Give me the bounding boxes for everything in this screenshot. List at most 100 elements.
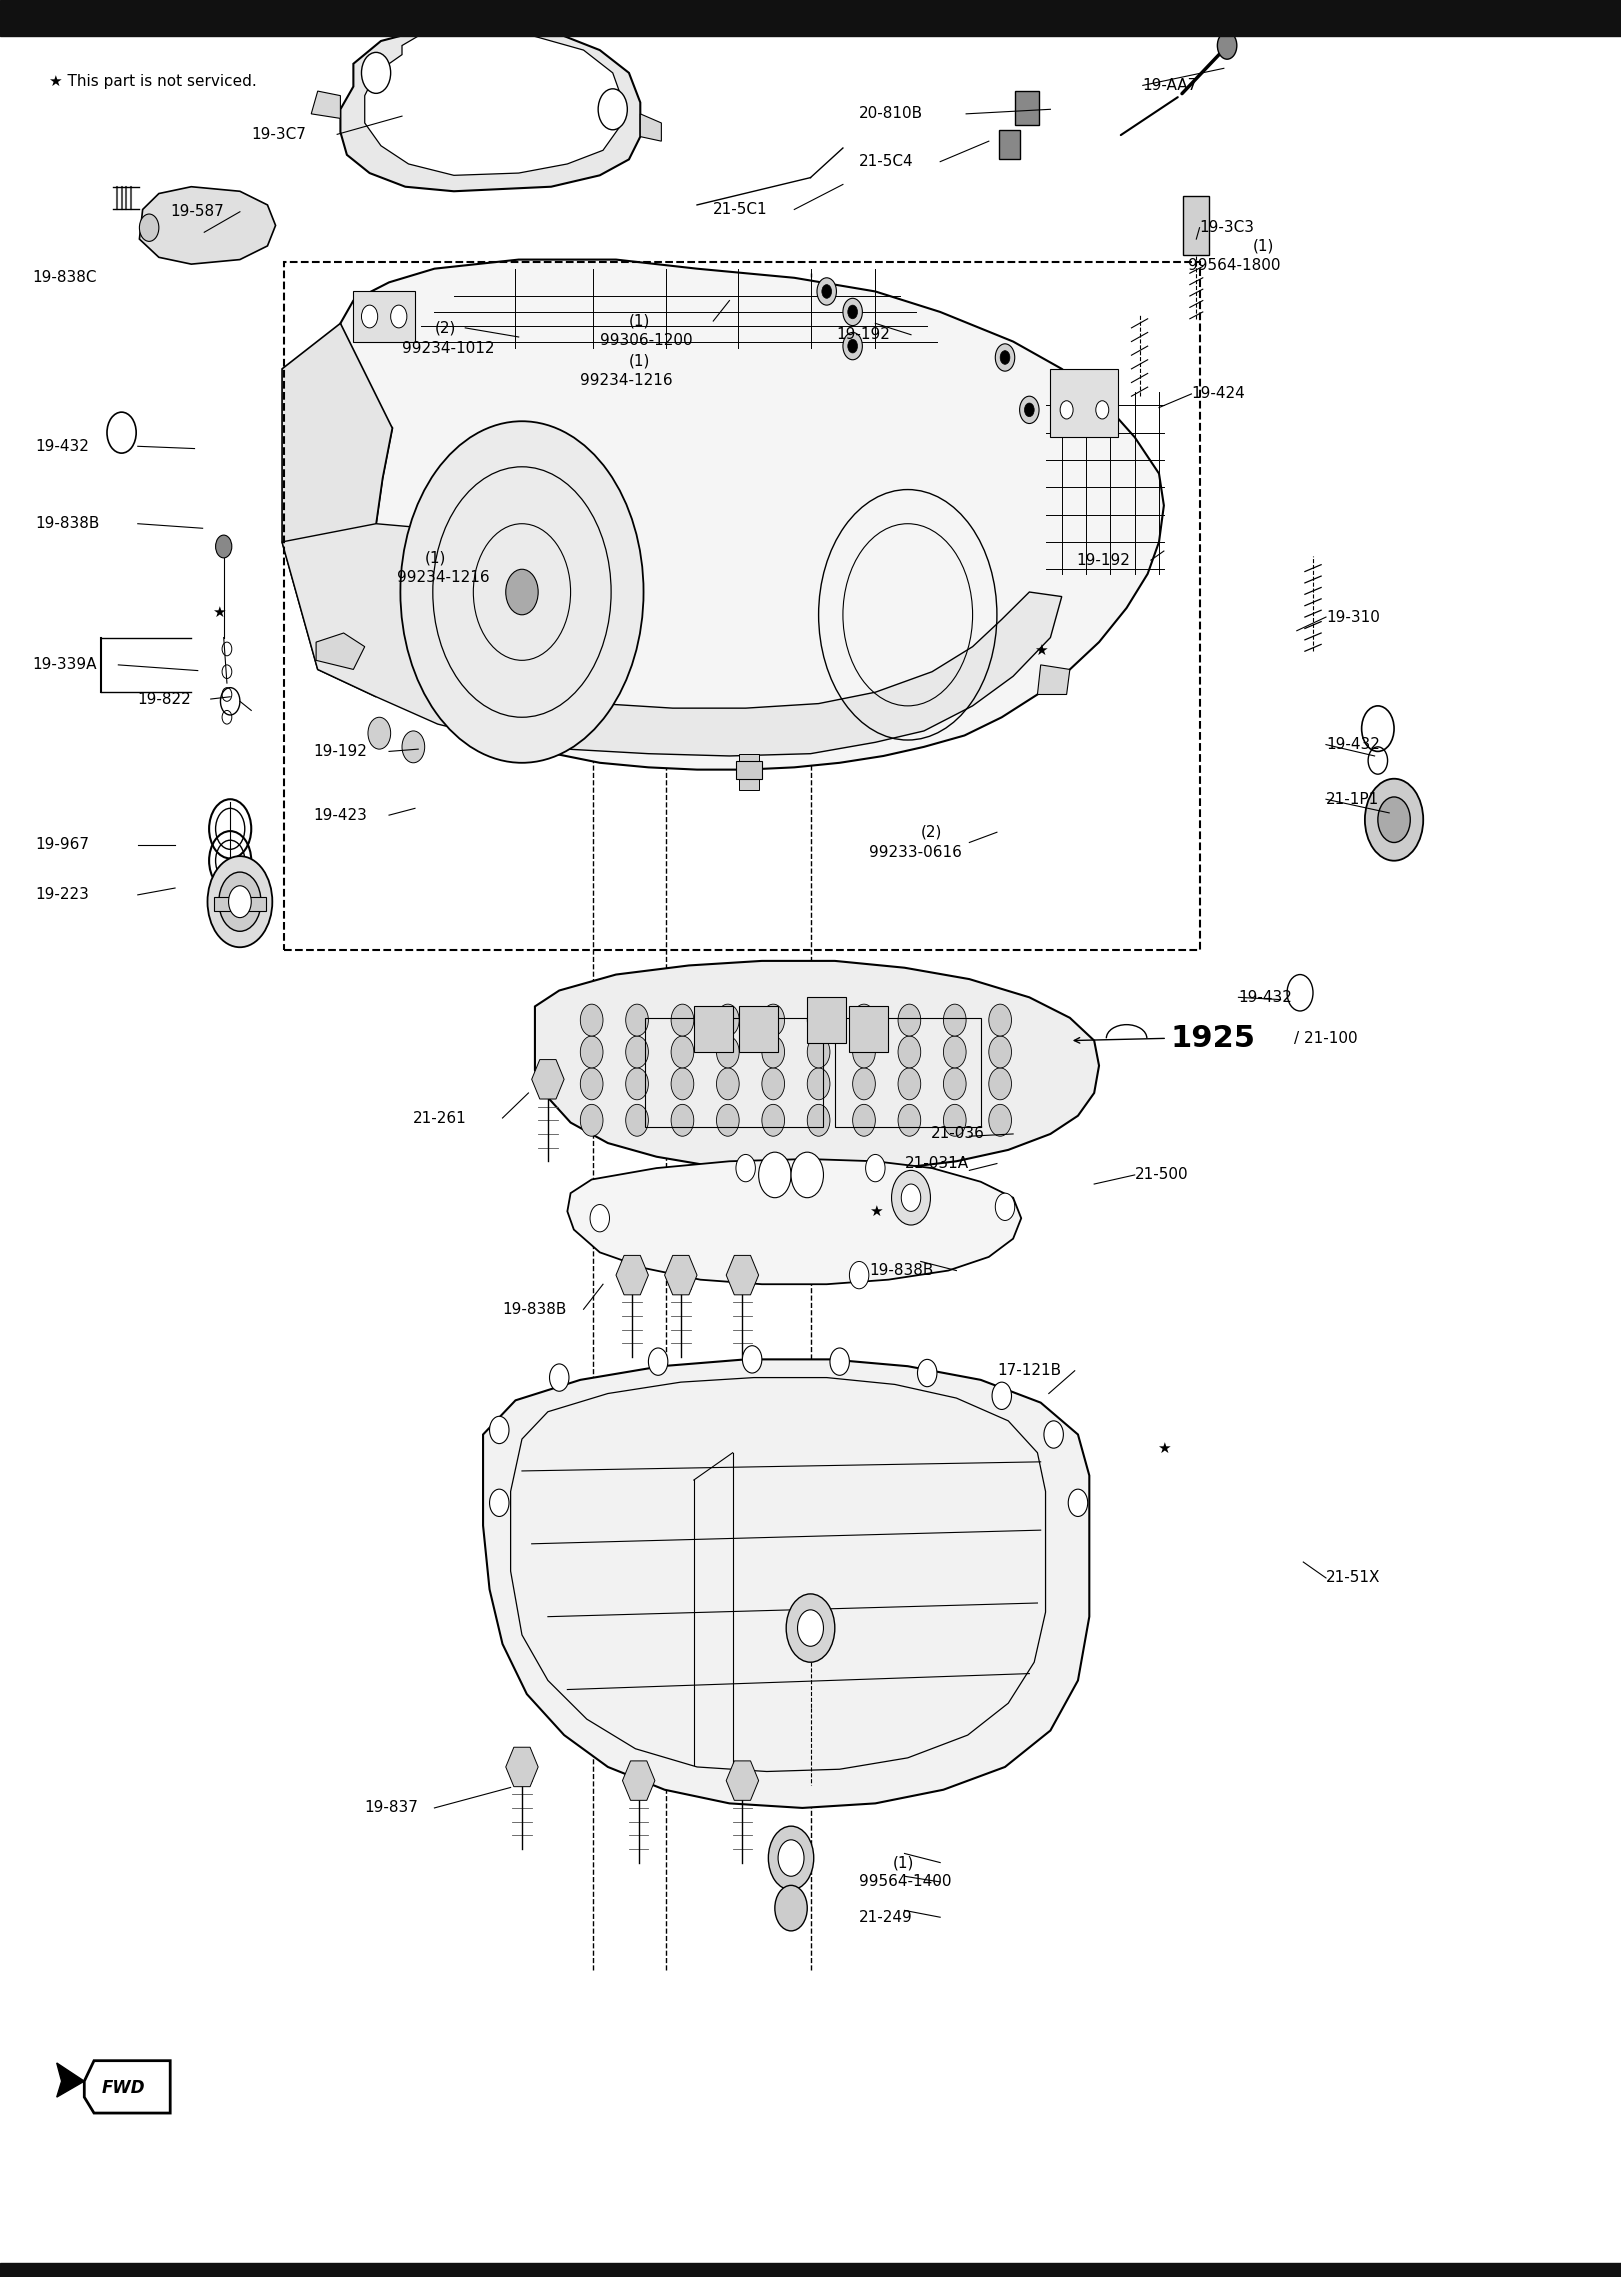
Text: 19-967: 19-967 (36, 838, 89, 852)
Polygon shape (365, 32, 622, 175)
Polygon shape (567, 1159, 1021, 1284)
Text: 19-838B: 19-838B (36, 517, 101, 531)
Circle shape (716, 1004, 739, 1036)
Circle shape (391, 305, 407, 328)
Circle shape (866, 1154, 885, 1182)
Circle shape (1044, 1421, 1063, 1448)
Polygon shape (665, 1255, 697, 1296)
Bar (849, 1006, 888, 1052)
Circle shape (989, 1036, 1012, 1068)
Circle shape (716, 1068, 739, 1100)
Text: 19-837: 19-837 (365, 1801, 418, 1815)
Circle shape (901, 1184, 921, 1211)
Circle shape (580, 1004, 603, 1036)
Circle shape (1378, 797, 1410, 842)
Text: 21-500: 21-500 (1135, 1168, 1188, 1182)
Circle shape (1068, 1489, 1088, 1516)
Text: 21-036: 21-036 (930, 1127, 984, 1141)
Circle shape (580, 1104, 603, 1136)
Polygon shape (316, 633, 365, 669)
Text: 99564-1400: 99564-1400 (859, 1874, 952, 1890)
Circle shape (807, 1036, 830, 1068)
Circle shape (1024, 403, 1034, 417)
Text: 99233-0616: 99233-0616 (869, 845, 961, 861)
Text: 19-432: 19-432 (1326, 738, 1379, 751)
Circle shape (989, 1004, 1012, 1036)
Circle shape (580, 1068, 603, 1100)
Text: 19-822: 19-822 (138, 692, 191, 706)
Circle shape (898, 1068, 921, 1100)
Text: 19-192: 19-192 (313, 745, 366, 758)
Circle shape (768, 1826, 814, 1890)
Bar (1050, 369, 1118, 437)
Circle shape (995, 344, 1015, 371)
Text: 21-261: 21-261 (413, 1111, 467, 1125)
Text: / 21-100: / 21-100 (1294, 1031, 1357, 1045)
Circle shape (853, 1004, 875, 1036)
Polygon shape (340, 260, 1164, 770)
Circle shape (995, 1193, 1015, 1220)
Text: 19-432: 19-432 (1238, 990, 1292, 1004)
Circle shape (989, 1104, 1012, 1136)
Circle shape (229, 886, 251, 918)
Circle shape (843, 298, 862, 326)
Circle shape (853, 1036, 875, 1068)
Text: ★: ★ (1157, 1441, 1170, 1455)
Text: 19-310: 19-310 (1326, 610, 1379, 624)
Circle shape (1060, 401, 1073, 419)
Circle shape (216, 535, 232, 558)
Circle shape (626, 1004, 648, 1036)
Circle shape (1020, 396, 1039, 424)
Text: (1): (1) (425, 551, 446, 565)
Text: ★: ★ (869, 1205, 882, 1218)
Text: 21-249: 21-249 (859, 1910, 913, 1924)
Circle shape (762, 1004, 785, 1036)
Bar (645, 1018, 823, 1127)
Polygon shape (532, 1059, 564, 1100)
Text: ★ This part is not serviced.: ★ This part is not serviced. (49, 75, 256, 89)
Text: FWD: FWD (102, 2079, 146, 2097)
Circle shape (402, 731, 425, 763)
Circle shape (898, 1004, 921, 1036)
Bar (694, 1006, 733, 1052)
Circle shape (830, 1348, 849, 1375)
Bar (1015, 91, 1039, 125)
Circle shape (1096, 401, 1109, 419)
Text: (2): (2) (921, 824, 942, 840)
Text: (1): (1) (1253, 239, 1274, 253)
Circle shape (742, 1346, 762, 1373)
Circle shape (139, 214, 159, 241)
Circle shape (626, 1036, 648, 1068)
Polygon shape (640, 114, 661, 141)
Text: 21-031A: 21-031A (905, 1157, 969, 1170)
Text: 21-51X: 21-51X (1326, 1571, 1381, 1585)
Circle shape (762, 1036, 785, 1068)
Text: 19-3C7: 19-3C7 (251, 128, 306, 141)
Circle shape (361, 305, 378, 328)
Circle shape (590, 1205, 609, 1232)
Text: 99306-1200: 99306-1200 (600, 332, 692, 348)
Text: 19-192: 19-192 (836, 328, 890, 342)
Circle shape (892, 1170, 930, 1225)
Text: 21-1P1: 21-1P1 (1326, 792, 1379, 806)
Circle shape (207, 856, 272, 947)
Polygon shape (622, 1760, 655, 1801)
Text: 19-192: 19-192 (1076, 553, 1130, 567)
Circle shape (807, 1104, 830, 1136)
Text: 19-AA7: 19-AA7 (1143, 77, 1198, 93)
Polygon shape (726, 1760, 759, 1801)
Text: 19-838B: 19-838B (869, 1264, 934, 1277)
Text: 99564-1800: 99564-1800 (1188, 257, 1281, 273)
Circle shape (1365, 779, 1423, 861)
Circle shape (817, 278, 836, 305)
Text: 21-5C4: 21-5C4 (859, 155, 914, 168)
Circle shape (778, 1840, 804, 1876)
Bar (284, 262, 1200, 950)
Circle shape (580, 1036, 603, 1068)
Polygon shape (139, 187, 276, 264)
Circle shape (762, 1104, 785, 1136)
Circle shape (490, 1416, 509, 1444)
Circle shape (1217, 32, 1237, 59)
Circle shape (598, 89, 627, 130)
Circle shape (671, 1104, 694, 1136)
